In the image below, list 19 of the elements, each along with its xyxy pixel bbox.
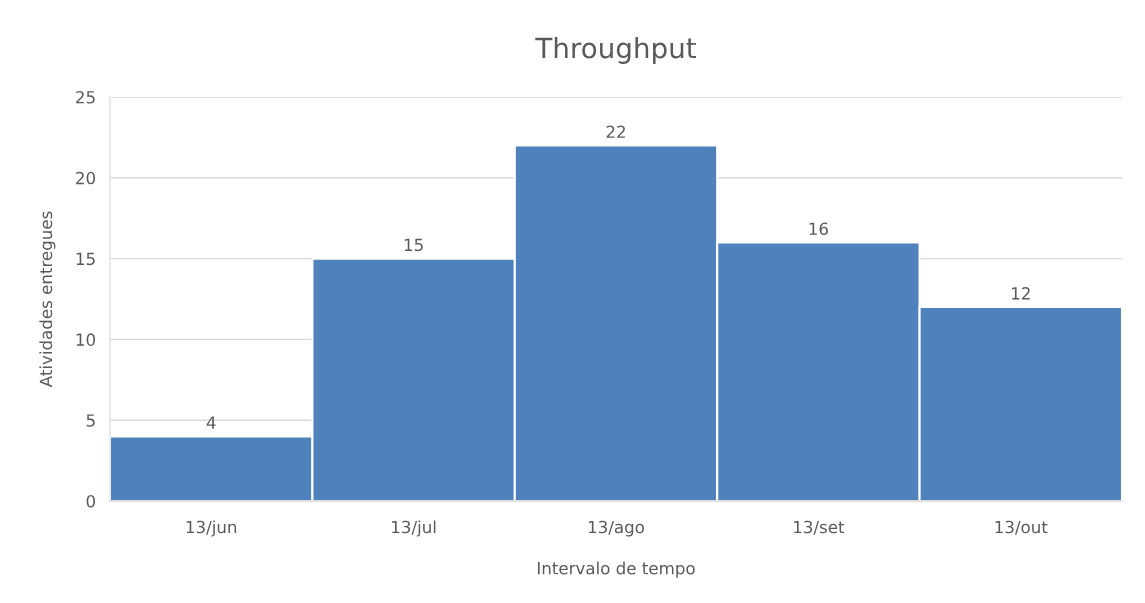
data-label: 16 bbox=[809, 222, 828, 236]
x-tick-label: 13/jul bbox=[392, 520, 436, 537]
y-tick-label: 20 bbox=[76, 171, 95, 185]
x-tick-label: 13/set bbox=[794, 520, 845, 535]
data-label: 4 bbox=[206, 416, 216, 429]
x-tick-label: 13/ago bbox=[588, 520, 644, 537]
y-tick-label: 0 bbox=[86, 494, 95, 508]
x-tick-label: 13/out bbox=[995, 520, 1048, 535]
x-axis-title: Intervalo de tempo bbox=[538, 561, 695, 578]
data-label: 22 bbox=[606, 125, 625, 138]
x-tick-label: 13/jun bbox=[186, 520, 237, 537]
y-tick-label: 25 bbox=[76, 90, 95, 104]
chart-title: Throughput bbox=[535, 37, 696, 64]
data-label: 12 bbox=[1012, 287, 1030, 300]
y-tick-label: 10 bbox=[76, 333, 95, 346]
y-tick-label: 5 bbox=[86, 414, 95, 427]
data-label: 15 bbox=[404, 238, 423, 252]
y-axis-title: Atividades entregues bbox=[39, 211, 56, 388]
y-tick-label: 15 bbox=[76, 252, 95, 266]
